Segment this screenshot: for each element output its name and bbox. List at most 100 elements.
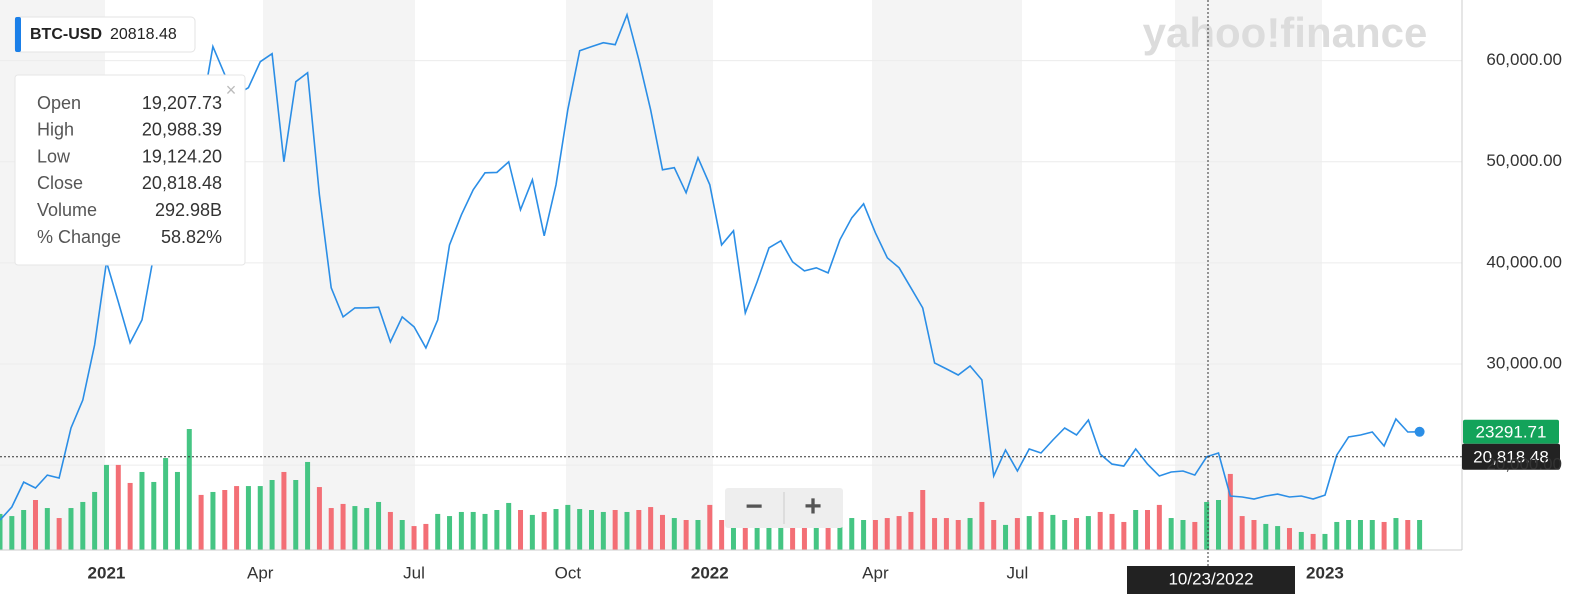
volume-bar [683,520,689,550]
zoom-controls: − + [725,488,843,528]
volume-bar [1215,500,1221,550]
volume-bar [1003,524,1009,550]
volume-bar [316,487,322,550]
volume-bar [506,502,512,550]
tooltip-value: 19,207.73 [142,93,222,113]
volume-bar [1275,526,1281,550]
tooltip-close[interactable]: × [226,80,237,100]
volume-bar [1014,518,1020,550]
volume-bar [458,511,464,550]
volume-bar [766,521,772,550]
volume-bar [730,523,736,550]
volume-bar [1405,520,1411,550]
volume-bar [825,520,831,550]
logo: yahoo!finance [1143,9,1428,56]
volume-bar [707,504,713,550]
volume-bar [908,511,914,550]
y-tick-label: 30,000.00 [1486,353,1562,372]
volume-bar [293,480,299,550]
volume-bar [872,520,878,550]
zoom-in[interactable]: + [804,490,822,523]
symbol-price: 20818.48 [110,26,177,43]
zoom-out[interactable]: − [745,490,763,523]
volume-bar [1062,520,1068,550]
volume-bar [399,520,405,550]
tooltip-value: 292.98B [155,200,222,220]
volume-bar [589,510,594,550]
volume-bar [103,464,109,550]
volume-bar [1133,510,1139,550]
volume-bar [979,501,985,550]
tooltip-label: % Change [37,227,121,247]
volume-bar [837,514,843,550]
quarter-bands [0,0,1322,550]
symbol: BTC-USD [30,26,102,43]
volume-bar [1180,520,1186,550]
volume-bar [790,520,796,550]
crosshair-date-bg [1127,566,1295,594]
tooltip-value: 20,818.48 [142,173,222,193]
volume-bar [163,458,169,550]
band [1175,0,1322,550]
volume-bar [1334,521,1340,550]
volume-bar [340,503,346,550]
volume-bar [1145,510,1151,550]
volume-bar [305,461,311,550]
volume-bar [1097,511,1103,550]
volume-bar [1369,520,1375,550]
volume-bar [222,490,228,550]
tooltip-bg [14,74,246,266]
volume-bar [943,518,949,550]
volume-bar [1346,520,1352,550]
y-tick-label: 20,000.00 [1486,455,1562,474]
crosshair-price: 20,818.48 [1473,447,1549,466]
volume-bar [447,516,453,550]
volume-bar [482,513,488,550]
x-tick-label: 2022 [691,563,729,582]
volume-bar [1074,518,1080,550]
volume-bar [518,510,524,550]
x-tick-label: 2021 [88,563,126,582]
volume-bar [92,491,98,550]
volume-bar [612,510,618,550]
volume-bar [32,500,38,550]
band [872,0,1022,550]
x-tick-label: Oct [555,563,582,582]
volume-bar [1050,514,1056,550]
volume-bar [671,518,677,550]
volume-bar [695,520,701,550]
volume-bar [174,471,180,550]
volume-bar [186,429,192,550]
volume-bar [0,513,3,550]
volume-bar [127,482,133,550]
tooltip-value: 19,124.20 [142,146,222,166]
volume-bar [778,523,784,550]
tooltip-label: Low [37,146,71,166]
volume-bar [742,520,748,550]
volume-bar [364,508,370,550]
x-tick-label: Apr [862,563,889,582]
volume-bar [411,526,417,550]
volume-bar [115,464,121,550]
volume-bar [376,501,382,550]
volume-bar [423,523,429,550]
volume-bar [210,491,216,550]
volume-bar [861,520,867,550]
y-tick-label: 50,000.00 [1486,151,1562,170]
volume-bar [470,511,476,550]
y-tick-label: 40,000.00 [1486,252,1562,271]
volume-bar [1038,511,1044,550]
volume-bar [754,523,760,550]
volume-bar [1310,533,1316,550]
volume-bar [565,504,571,550]
volume-bar [1298,531,1304,550]
volume-bar [257,486,263,550]
volume-bar [328,508,334,550]
volume-bar [920,490,926,550]
band [566,0,713,550]
x-tick-label: 2023 [1306,563,1344,582]
volume-bar [494,510,500,550]
volume-bar [44,508,50,550]
tooltip-label: High [37,120,74,140]
